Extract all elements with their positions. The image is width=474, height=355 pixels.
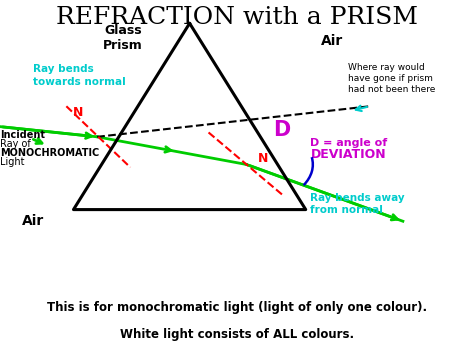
Text: D = angle of: D = angle of	[310, 138, 388, 148]
Text: Light: Light	[0, 157, 25, 166]
Text: Ray bends
towards normal: Ray bends towards normal	[33, 65, 126, 87]
Text: Air: Air	[22, 214, 44, 228]
Text: REFRACTION with a PRISM: REFRACTION with a PRISM	[56, 6, 418, 29]
Text: DEVIATION: DEVIATION	[310, 148, 386, 161]
Text: This is for monochromatic light (light of only one colour).: This is for monochromatic light (light o…	[47, 301, 427, 315]
Text: White light consists of ALL colours.: White light consists of ALL colours.	[120, 328, 354, 341]
Text: Ray bends away
from normal: Ray bends away from normal	[310, 192, 405, 215]
Text: Glass
Prism: Glass Prism	[103, 24, 143, 52]
Text: Incident: Incident	[0, 130, 45, 140]
Text: Air: Air	[321, 34, 343, 48]
Text: Where ray would
have gone if prism
had not been there: Where ray would have gone if prism had n…	[348, 63, 436, 94]
Text: Ray of: Ray of	[0, 139, 31, 149]
Text: N: N	[73, 105, 83, 119]
Text: MONOCHROMATIC: MONOCHROMATIC	[0, 148, 99, 158]
Text: D: D	[273, 120, 291, 140]
Text: N: N	[258, 152, 268, 165]
